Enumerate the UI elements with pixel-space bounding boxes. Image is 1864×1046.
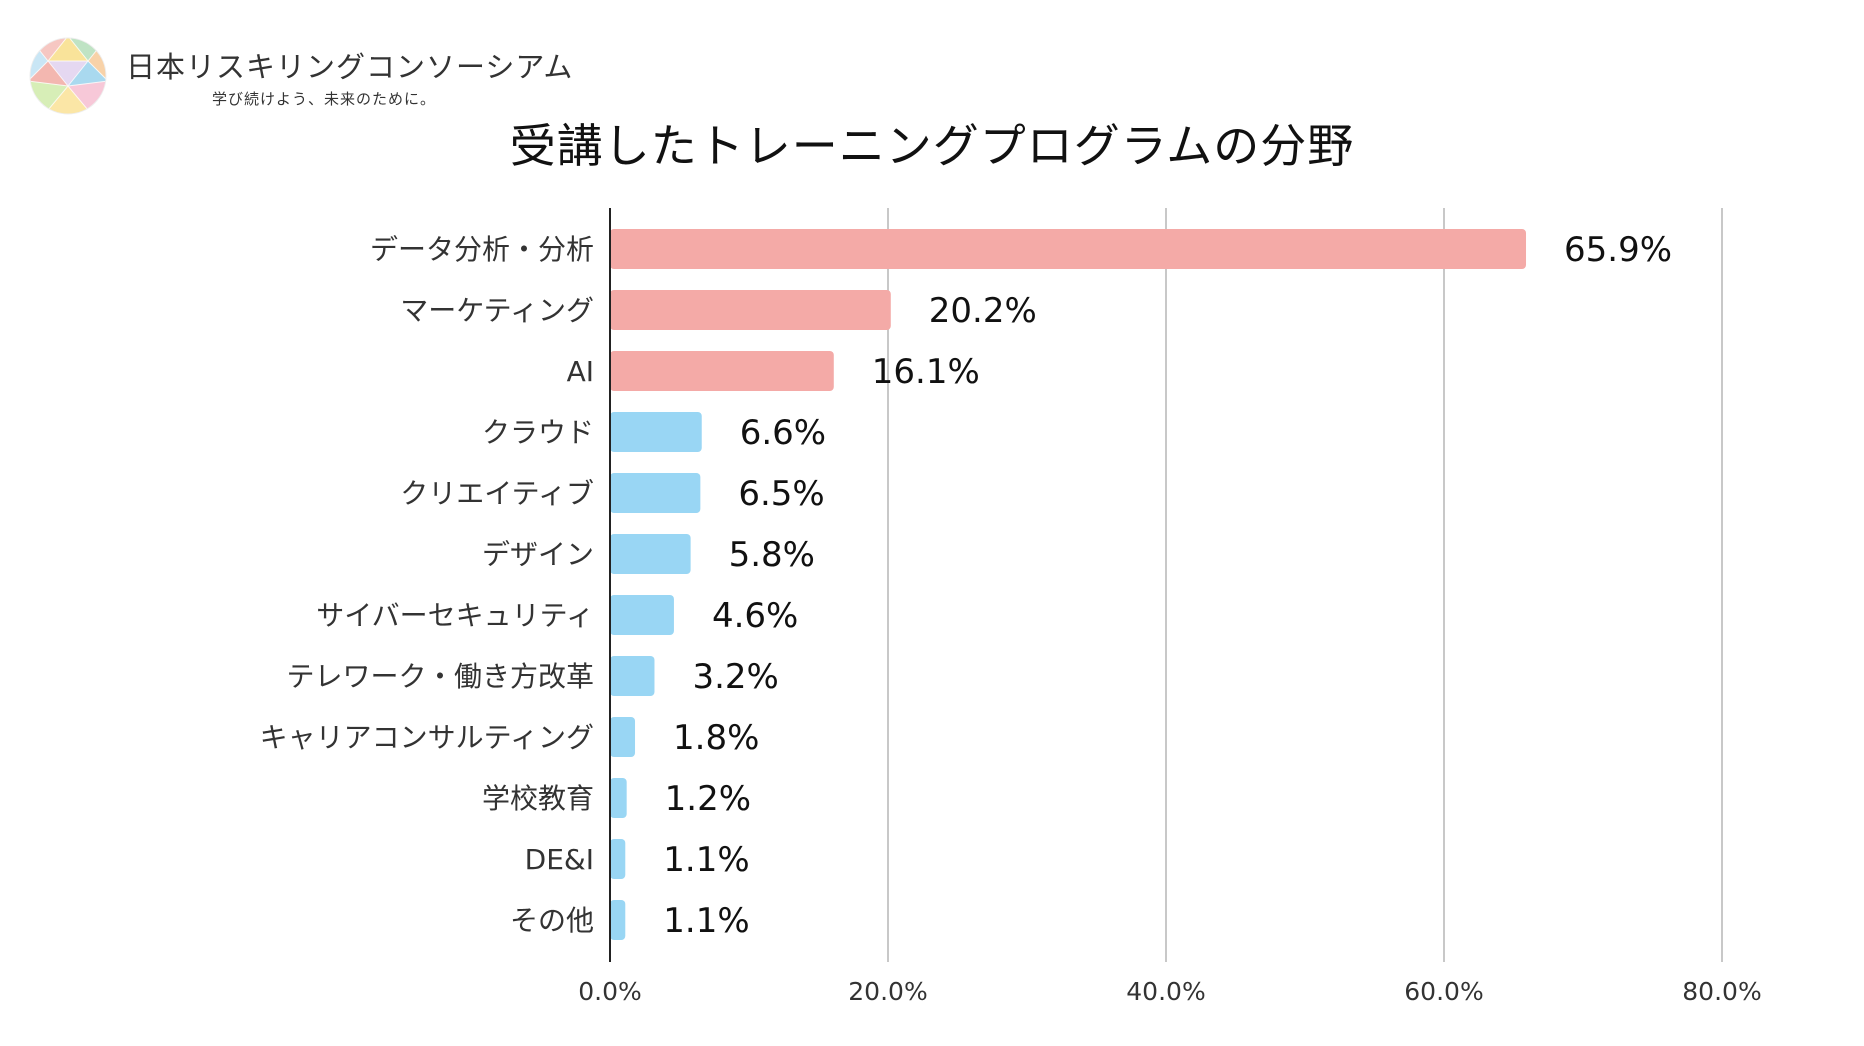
value-label: 5.8% <box>729 535 815 575</box>
logo-name: 日本リスキリングコンソーシアム <box>126 50 574 84</box>
value-label: 6.6% <box>740 413 826 453</box>
category-label: データ分析・分析 <box>370 233 594 266</box>
x-tick-label: 40.0% <box>1126 977 1205 1006</box>
chart-title: 受講したトレーニングプログラムの分野 <box>509 119 1355 173</box>
bar <box>610 656 655 696</box>
grid-lines <box>887 208 1723 962</box>
bar <box>610 351 834 391</box>
value-labels: 65.9% 20.2% 16.1% 6.6% 6.5% 5.8% 4.6% 3.2% 1.8% 1… <box>663 230 1672 941</box>
bar <box>610 473 701 513</box>
bar <box>610 595 674 635</box>
category-label: テレワーク・働き方改革 <box>287 660 594 693</box>
category-label: その他 <box>510 904 594 937</box>
bar <box>610 229 1527 269</box>
bar <box>610 900 626 940</box>
category-label: キャリアコンサルティング <box>260 721 594 754</box>
category-label: デザイン <box>482 538 594 571</box>
x-tick-label: 80.0% <box>1682 977 1761 1006</box>
bar <box>610 412 702 452</box>
bar <box>610 778 627 818</box>
bar <box>610 717 636 757</box>
category-label: クラウド <box>482 416 594 449</box>
value-label: 1.2% <box>665 779 751 819</box>
value-label: 4.6% <box>712 596 798 636</box>
value-label: 3.2% <box>692 657 778 697</box>
value-label: 20.2% <box>929 291 1037 331</box>
category-label: 学校教育 <box>482 782 594 815</box>
logo-tagline: 学び続けよう、未来のために。 <box>212 90 437 108</box>
value-label: 1.8% <box>673 718 759 758</box>
bar <box>610 839 626 879</box>
bars <box>610 229 1527 940</box>
value-label: 1.1% <box>663 901 749 941</box>
x-tick-label: 60.0% <box>1404 977 1483 1006</box>
category-label: AI <box>567 355 594 388</box>
bar <box>610 290 891 330</box>
value-label: 1.1% <box>663 840 749 880</box>
category-label: クリエイティブ <box>400 477 594 510</box>
value-label: 6.5% <box>738 474 824 514</box>
category-label: サイバーセキュリティ <box>316 599 594 632</box>
geodesic-ball-icon <box>29 37 107 115</box>
consortium-logo: 日本リスキリングコンソーシアム 学び続けよう、未来のために。 <box>28 36 588 126</box>
category-label: マーケティング <box>400 294 594 327</box>
x-tick-labels: 0.0% 20.0% 40.0% 60.0% 80.0% <box>578 977 1761 1006</box>
category-label: DE&I <box>525 843 594 876</box>
x-tick-label: 0.0% <box>578 977 642 1006</box>
x-tick-label: 20.0% <box>848 977 927 1006</box>
value-label: 65.9% <box>1564 230 1672 270</box>
value-label: 16.1% <box>872 352 980 392</box>
bar <box>610 534 691 574</box>
